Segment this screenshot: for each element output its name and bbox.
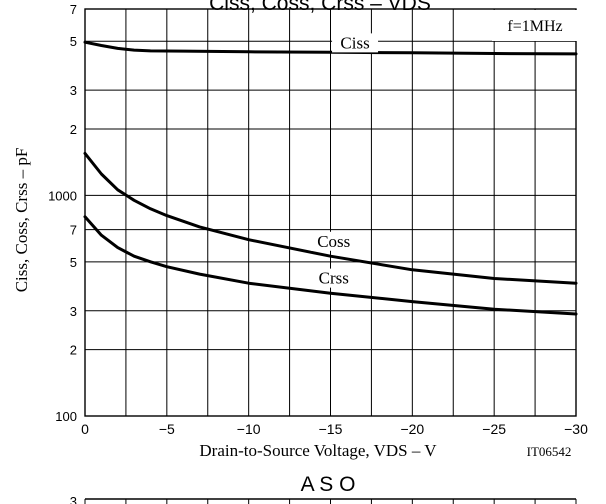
series-label-ciss: Ciss: [340, 33, 369, 52]
y-tick-label: 100: [55, 409, 77, 424]
y-tick-label: 7: [70, 223, 77, 238]
y-tick-label: 2: [70, 343, 77, 358]
x-tick-labels: 0 −5 −10 −15 −20 −25 −30: [81, 421, 588, 437]
x-tick-label: −30: [564, 421, 588, 437]
series-label-backing: [310, 268, 357, 288]
series-line-ciss: [83, 40, 578, 56]
series-label-backing: [310, 231, 357, 251]
axes: [84, 8, 577, 417]
series-labels: Ciss Coss Crss: [310, 33, 379, 288]
x-tick-label: −25: [482, 421, 506, 437]
next-chart-title: A S O: [301, 473, 356, 496]
x-axis-label: Drain-to-Source Voltage, VDS – V: [199, 441, 437, 460]
y-tick-label: 2: [70, 122, 77, 137]
series-line-coss: [83, 151, 578, 285]
y-tick-labels: 100 2 3 5 7 1000 2 3 5 7: [48, 2, 77, 424]
x-tick-label: 0: [81, 421, 89, 437]
y-tick-label: 3: [70, 83, 77, 98]
y-axis-label: Ciss, Coss, Crss – pF: [12, 148, 31, 293]
x-tick-label: −10: [237, 421, 261, 437]
annotation-text: f=1MHz: [507, 18, 562, 35]
x-tick-label: −20: [400, 421, 424, 437]
series-label-coss: Coss: [317, 232, 350, 251]
y-tick-label: 5: [70, 255, 77, 270]
next-chart-y-tick-label: 3: [70, 494, 77, 504]
plot-frame: [84, 8, 577, 417]
series-label-backing: [332, 33, 379, 53]
y-tick-label: 1000: [48, 188, 77, 203]
annotation-box: [492, 10, 578, 41]
y-tick-label: 3: [70, 304, 77, 319]
y-tick-label: 7: [70, 2, 77, 17]
series-line-crss: [83, 215, 578, 316]
x-tick-label: −5: [159, 421, 175, 437]
series-lines: [83, 40, 578, 316]
y-tick-label: 5: [70, 34, 77, 49]
x-tick-label: −15: [319, 421, 343, 437]
next-chart-frame: [84, 498, 577, 504]
figure-id: IT06542: [527, 444, 572, 459]
chart-title: Ciss, Coss, Crss – VDS: [209, 0, 431, 15]
series-label-crss: Crss: [319, 269, 349, 288]
